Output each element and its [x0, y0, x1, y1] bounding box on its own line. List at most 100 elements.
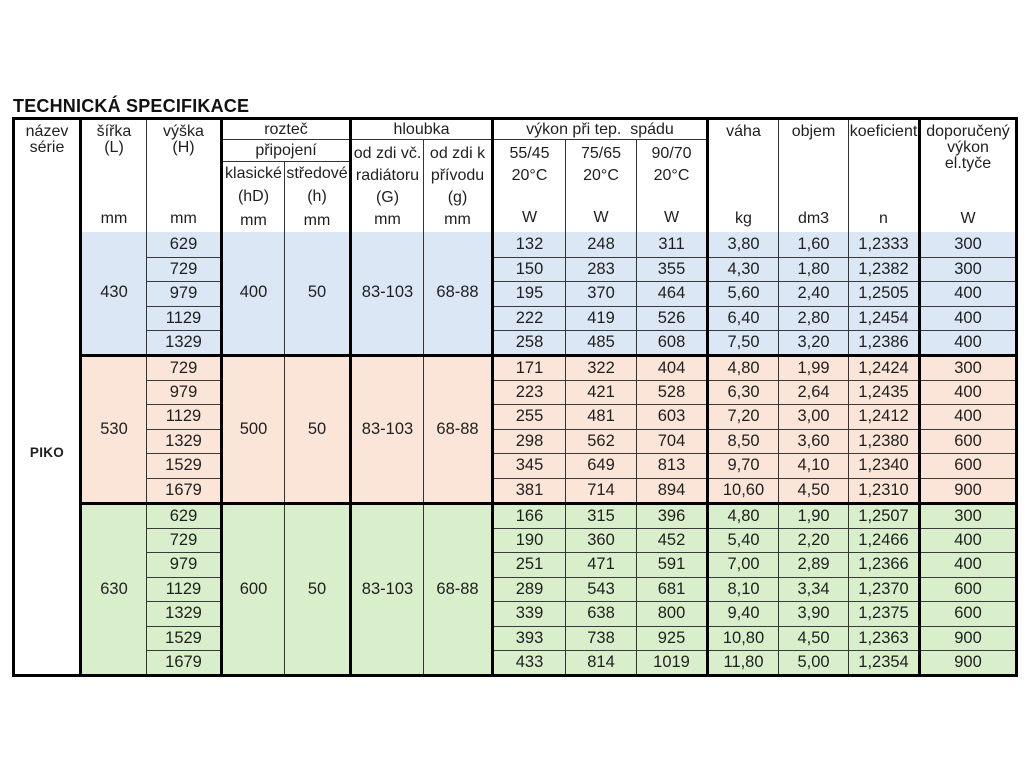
header-objem: objem dm3 — [778, 118, 849, 232]
vyska-cell: 1129 — [146, 576, 223, 601]
header-sirka-sub: (L) — [104, 139, 124, 156]
koeficient-cell: 1,2466 — [848, 527, 921, 552]
vaha-cell: 7,20 — [707, 403, 779, 429]
header-stredove: středové (h) mm — [284, 161, 352, 232]
header-vyska-unit: mm — [170, 210, 197, 227]
vykon-90-cell: 464 — [636, 280, 709, 306]
objem-cell: 1,60 — [778, 232, 849, 257]
koeficient-cell: 1,2310 — [848, 477, 921, 503]
stredove-cell: 50 — [284, 501, 352, 675]
objem-cell: 2,64 — [778, 379, 849, 404]
koeficient-cell: 1,2382 — [848, 256, 921, 281]
koeficient-cell: 1,2507 — [848, 501, 921, 528]
vaha-cell: 6,30 — [707, 379, 779, 404]
hloubka-g-cell: 83-103 — [350, 501, 424, 675]
koeficient-cell: 1,2366 — [848, 551, 921, 577]
objem-cell: 4,50 — [778, 477, 849, 503]
vykon-90-cell: 526 — [636, 305, 709, 330]
vyska-cell: 1679 — [146, 477, 223, 503]
klasicke-cell: 500 — [221, 353, 285, 503]
vyska-cell: 1129 — [146, 305, 223, 330]
vykon-55-cell: 393 — [492, 625, 566, 650]
header-hloubka-g2-unit: mm — [444, 210, 471, 228]
header-vaha-unit: kg — [735, 210, 752, 227]
klasicke-cell: 400 — [221, 232, 285, 355]
vaha-cell: 4,30 — [707, 256, 779, 281]
klasicke-cell: 600 — [221, 501, 285, 675]
koeficient-cell: 1,2354 — [848, 649, 921, 675]
koeficient-cell: 1,2333 — [848, 232, 921, 257]
vyska-cell: 1529 — [146, 625, 223, 650]
doporuceny-cell: 900 — [919, 649, 1017, 675]
header-objem-label: objem — [791, 123, 836, 140]
hloubka-g2-cell: 68-88 — [423, 353, 494, 503]
sirka-cell: 530 — [80, 353, 147, 503]
objem-cell: 2,20 — [778, 527, 849, 552]
header-vyska-label: výška — [163, 123, 204, 140]
vyska-cell: 979 — [146, 280, 223, 306]
vykon-75-cell: 543 — [565, 576, 637, 601]
doporuceny-cell: 600 — [919, 452, 1017, 478]
vykon-75-cell: 283 — [565, 256, 637, 281]
header-doporuceny: doporučený výkon el.tyče W — [919, 118, 1017, 232]
koeficient-cell: 1,2386 — [848, 329, 921, 355]
header-doporuceny-line1: doporučený — [926, 123, 1010, 140]
vykon-75-cell: 315 — [565, 501, 637, 528]
vykon-55-cell: 289 — [492, 576, 566, 601]
vykon-55-cell: 195 — [492, 280, 566, 306]
doporuceny-cell: 900 — [919, 625, 1017, 650]
header-vykon-90-label: 90/70 — [651, 144, 692, 162]
vaha-cell: 10,80 — [707, 625, 779, 650]
objem-cell: 3,90 — [778, 600, 849, 626]
vykon-75-cell: 714 — [565, 477, 637, 503]
header-vykon-55-label: 55/45 — [509, 144, 550, 162]
vykon-75-cell: 370 — [565, 280, 637, 306]
hloubka-g2-cell: 68-88 — [423, 232, 494, 355]
vykon-55-cell: 345 — [492, 452, 566, 478]
objem-cell: 1,99 — [778, 353, 849, 380]
header-vykon-90-sub: 20°C — [653, 166, 690, 184]
vykon-90-cell: 603 — [636, 403, 709, 429]
vyska-cell: 979 — [146, 379, 223, 404]
objem-cell: 1,80 — [778, 256, 849, 281]
vykon-90-cell: 681 — [636, 576, 709, 601]
vykon-90-cell: 608 — [636, 329, 709, 355]
header-objem-unit: dm3 — [797, 210, 830, 227]
header-vykon-75: 75/65 20°C W — [565, 139, 637, 232]
vykon-90-cell: 591 — [636, 551, 709, 577]
header-vykon-55-unit: W — [521, 208, 538, 226]
header-nazev-serie: název série — [13, 118, 82, 232]
series-name-cell: PIKO — [13, 232, 82, 675]
objem-cell: 4,50 — [778, 625, 849, 650]
doporuceny-cell: 400 — [919, 329, 1017, 355]
header-vykon-90-unit: W — [663, 208, 680, 226]
vykon-55-cell: 258 — [492, 329, 566, 355]
vykon-90-cell: 1019 — [636, 649, 709, 675]
vykon-90-cell: 396 — [636, 501, 709, 528]
vykon-75-cell: 562 — [565, 428, 637, 453]
header-sirka-unit: mm — [100, 210, 128, 227]
vykon-90-cell: 452 — [636, 527, 709, 552]
header-vykon-55-sub: 20°C — [511, 166, 548, 184]
objem-cell: 3,60 — [778, 428, 849, 453]
vyska-cell: 1529 — [146, 452, 223, 478]
doporuceny-cell: 600 — [919, 576, 1017, 601]
vaha-cell: 3,80 — [707, 232, 779, 257]
doporuceny-cell: 400 — [919, 527, 1017, 552]
doporuceny-cell: 900 — [919, 477, 1017, 503]
header-hloubka-g-unit: mm — [374, 210, 401, 228]
vykon-75-cell: 421 — [565, 379, 637, 404]
vaha-cell: 8,10 — [707, 576, 779, 601]
vaha-cell: 5,60 — [707, 280, 779, 306]
header-vykon-75-label: 75/65 — [580, 144, 622, 162]
vykon-75-cell: 322 — [565, 353, 637, 380]
objem-cell: 1,90 — [778, 501, 849, 528]
spec-table: název série šířka (L) mm výška (H) mm — [12, 117, 1018, 677]
vyska-cell: 1129 — [146, 403, 223, 429]
vykon-75-cell: 471 — [565, 551, 637, 577]
header-vyska-sub: (H) — [172, 139, 195, 156]
vykon-90-cell: 311 — [636, 232, 709, 257]
vyska-cell: 729 — [146, 353, 223, 380]
doporuceny-cell: 300 — [919, 353, 1017, 380]
doporuceny-cell: 300 — [919, 501, 1017, 528]
